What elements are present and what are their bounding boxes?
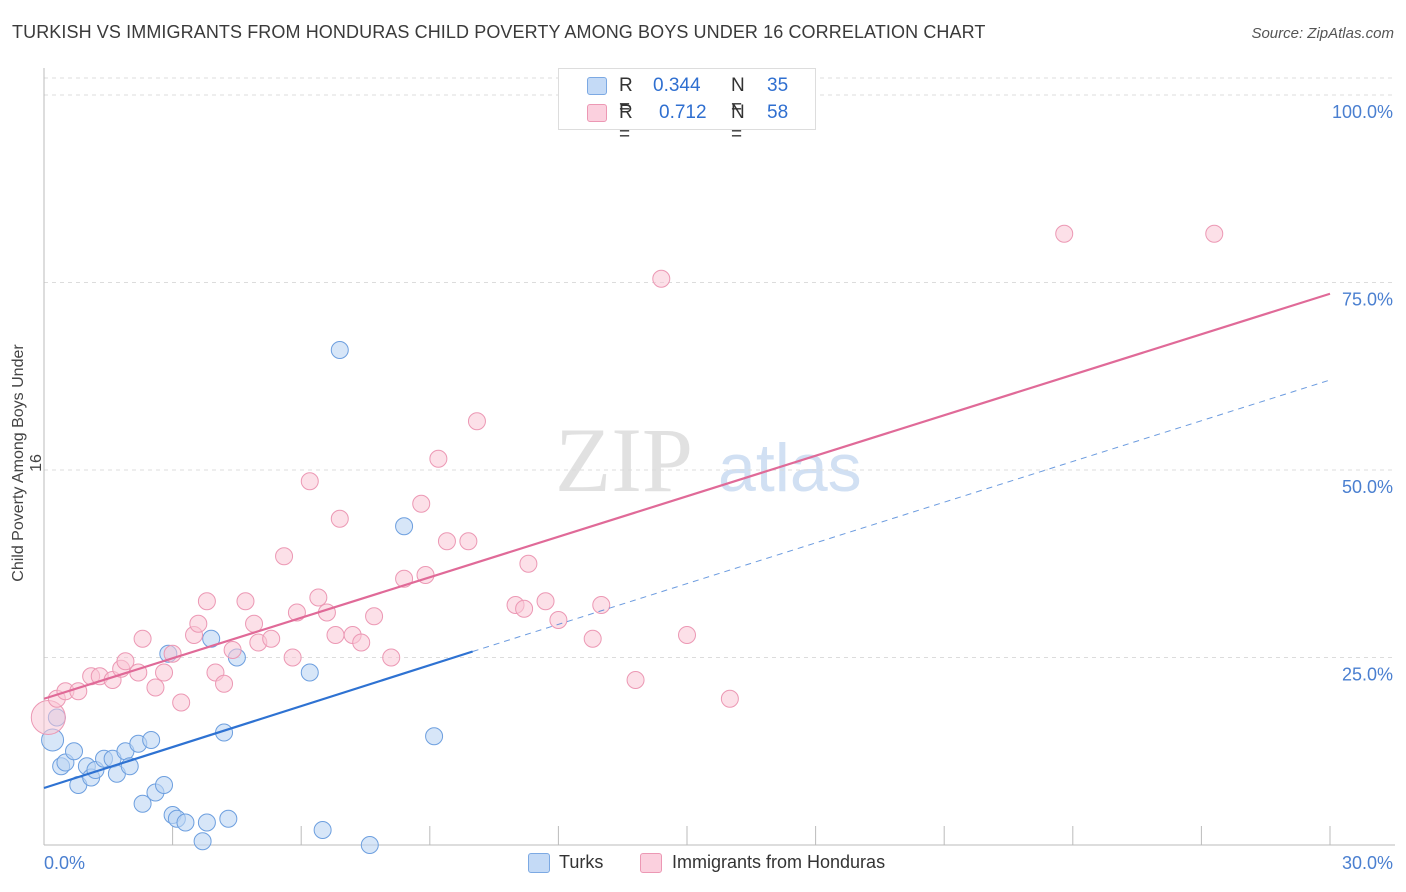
y-tick-label: 100.0% bbox=[1332, 102, 1393, 122]
honduras-point bbox=[262, 629, 281, 648]
honduras-point bbox=[583, 629, 602, 648]
y-tick-label: 50.0% bbox=[1342, 477, 1393, 497]
honduras-point bbox=[1205, 224, 1224, 243]
honduras-point bbox=[437, 532, 456, 551]
turks-point bbox=[142, 731, 161, 749]
honduras-point bbox=[116, 652, 135, 671]
honduras-point bbox=[155, 663, 174, 682]
honduras-legend-swatch bbox=[640, 853, 662, 873]
honduras-point bbox=[330, 509, 349, 528]
honduras-point bbox=[519, 554, 538, 573]
honduras-point bbox=[382, 648, 401, 667]
turks-legend-swatch bbox=[528, 853, 550, 873]
turks-point bbox=[197, 813, 216, 832]
legend-r-value: 0.712 bbox=[659, 102, 707, 123]
turks-point bbox=[425, 727, 444, 746]
watermark-atlas: atlas bbox=[718, 430, 862, 506]
turks-trend-line bbox=[43, 650, 474, 790]
honduras-point bbox=[189, 614, 208, 633]
y-tick-label: 75.0% bbox=[1342, 290, 1393, 310]
honduras-point bbox=[275, 547, 294, 566]
honduras-swatch bbox=[587, 104, 607, 122]
turks-point bbox=[360, 836, 379, 854]
honduras-point bbox=[215, 674, 234, 693]
honduras-point bbox=[652, 269, 671, 288]
x-tick-label: 0.0% bbox=[44, 853, 85, 873]
honduras-point bbox=[467, 412, 486, 431]
honduras-point bbox=[300, 472, 319, 491]
turks-trend-extension bbox=[472, 379, 1331, 652]
legend-n-label: N = bbox=[731, 102, 745, 145]
legend-honduras: Immigrants from Honduras bbox=[672, 852, 886, 872]
honduras-point bbox=[515, 599, 534, 618]
legend-r-value: 0.344 bbox=[653, 75, 701, 96]
y-tick-label: 25.0% bbox=[1342, 665, 1393, 685]
legend-r-label: R = bbox=[619, 102, 633, 145]
honduras-point bbox=[352, 633, 371, 652]
turks-point bbox=[193, 832, 212, 851]
honduras-point bbox=[459, 532, 478, 551]
honduras-point bbox=[223, 641, 242, 659]
y-axis-label: Child Poverty Among Boys Under 16 bbox=[10, 344, 45, 582]
turks-point bbox=[176, 813, 195, 832]
honduras-point bbox=[412, 494, 431, 513]
honduras-point bbox=[197, 592, 216, 611]
turks-point bbox=[219, 809, 238, 828]
honduras-point bbox=[283, 648, 302, 667]
honduras-point bbox=[536, 592, 555, 611]
honduras-point bbox=[592, 596, 611, 614]
turks-swatch bbox=[587, 77, 607, 95]
correlation-legend: R = 0.344 N = 35 R = 0.712 N = 58 bbox=[558, 68, 816, 145]
honduras-point bbox=[678, 626, 696, 644]
source-label: Source: ZipAtlas.com bbox=[1251, 25, 1394, 42]
honduras-point bbox=[720, 689, 739, 708]
legend-n-value: 58 bbox=[767, 102, 789, 123]
honduras-point bbox=[326, 626, 345, 644]
honduras-point bbox=[172, 693, 191, 712]
honduras-point bbox=[626, 671, 645, 689]
turks-point bbox=[133, 794, 152, 813]
legend-r-label: R = bbox=[619, 75, 633, 118]
honduras-point bbox=[146, 678, 165, 697]
chart-title: TURKISH VS IMMIGRANTS FROM HONDURAS CHIL… bbox=[12, 22, 986, 42]
legend-n-label: N = bbox=[731, 75, 745, 118]
x-tick-label: 30.0% bbox=[1342, 853, 1393, 873]
turks-point bbox=[155, 776, 174, 794]
honduras-point bbox=[1055, 224, 1074, 243]
turks-point bbox=[395, 517, 414, 536]
honduras-point bbox=[429, 449, 448, 468]
legend-turks: Turks bbox=[559, 852, 604, 872]
turks-point bbox=[330, 341, 349, 359]
turks-point bbox=[313, 821, 332, 839]
watermark-zip: ZIP bbox=[555, 409, 693, 511]
honduras-point bbox=[309, 588, 328, 607]
turks-point bbox=[65, 742, 84, 761]
honduras-point bbox=[236, 592, 255, 611]
turks-point bbox=[300, 663, 319, 682]
honduras-point bbox=[133, 629, 152, 648]
honduras-trend-line bbox=[43, 292, 1331, 700]
honduras-point bbox=[365, 607, 384, 626]
honduras-point bbox=[549, 611, 568, 629]
legend-n-value: 35 bbox=[767, 75, 789, 96]
